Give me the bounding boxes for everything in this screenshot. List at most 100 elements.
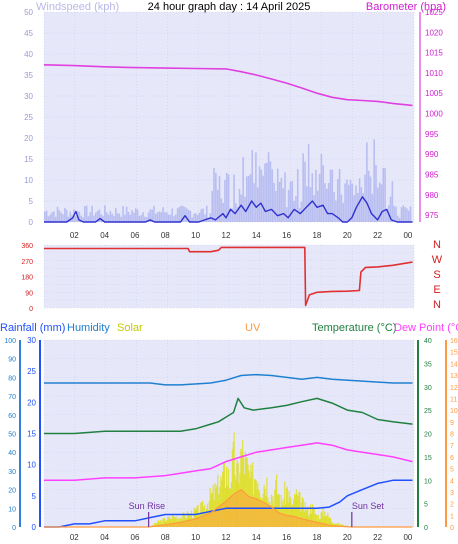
gust-bar [231, 208, 234, 222]
gust-bar [346, 179, 348, 222]
solar-bar [155, 523, 158, 527]
series-barometer [43, 64, 413, 107]
windspeed-tick-label: 20 [24, 134, 33, 143]
gust-bar [256, 187, 259, 222]
gust-bar [353, 195, 355, 222]
windspeed-tick-label: 40 [24, 50, 33, 59]
gust-bar [125, 206, 128, 222]
solar-bar [317, 514, 320, 527]
gust-bar [162, 207, 164, 222]
gust-bar [397, 215, 399, 222]
solar-bar [156, 522, 159, 527]
rain-tick-label: 5 [32, 492, 37, 501]
gust-bar [142, 212, 144, 222]
temperature-tick-label: 40 [424, 338, 432, 345]
gust-bar [366, 142, 368, 222]
uv-tick-label: 12 [450, 385, 458, 392]
gust-bar [133, 212, 135, 222]
humidity-tick-label: 90 [8, 357, 16, 364]
gust-bar [360, 187, 363, 222]
solar-bar [200, 502, 202, 527]
uv-tick-label: 7 [450, 443, 454, 450]
x-tick-label: 16 [282, 533, 291, 542]
solar-bar [309, 504, 312, 527]
gust-bar [327, 183, 330, 222]
gust-bar [286, 207, 288, 222]
compass-label: W [432, 254, 443, 266]
solar-bar [296, 494, 298, 527]
gust-bar [100, 214, 103, 222]
gust-bar [113, 215, 115, 222]
gust-bar [175, 214, 177, 222]
gust-bar [255, 152, 257, 222]
gust-bar [253, 183, 255, 222]
gust-bar [44, 211, 46, 222]
solar-bar [240, 448, 242, 527]
solar-bar [294, 495, 297, 527]
solar-bar [312, 506, 314, 527]
solar-bar [314, 513, 316, 527]
uv-tick-label: 8 [450, 432, 454, 439]
barometer-tick-label: 1020 [425, 28, 443, 37]
sun-rise-label: Sun Rise [129, 501, 166, 511]
gust-bar [151, 209, 153, 222]
gust-bar [62, 214, 64, 222]
solar-bar [337, 522, 339, 527]
gust-bar [236, 207, 239, 222]
gust-bar [369, 176, 372, 222]
solar-bar [216, 485, 218, 527]
solar-bar [329, 517, 332, 527]
gust-bar [391, 181, 394, 222]
gust-bar [47, 216, 50, 222]
gust-bar [49, 214, 52, 222]
x-tick-label: 22 [373, 533, 382, 542]
compass-label: N [433, 299, 441, 311]
barometer-tick-label: 1005 [425, 89, 443, 98]
gust-bar [98, 209, 101, 222]
gust-bar [182, 206, 184, 222]
gust-bar [105, 212, 108, 222]
solar-bar [276, 474, 278, 527]
solar-bar [168, 516, 171, 527]
rain-tick-label: 10 [27, 461, 36, 470]
solar-bar [307, 506, 309, 527]
gust-bar [94, 212, 97, 222]
x-tick-label: 04 [100, 231, 109, 240]
gust-bar [377, 187, 379, 222]
gust-bar [249, 174, 252, 222]
gust-bar [389, 196, 392, 222]
gust-bar [267, 152, 270, 222]
compass-label: E [433, 284, 440, 296]
plot-area [44, 245, 414, 308]
x-tick-label: 02 [70, 533, 79, 542]
solar-bar [277, 494, 280, 527]
gust-bar [326, 188, 328, 222]
gust-bar [195, 213, 197, 222]
gust-bar [220, 198, 223, 222]
windspeed-tick-label: 50 [24, 8, 33, 17]
gust-bar [315, 169, 317, 222]
gust-bar [344, 183, 346, 222]
solar-bar [222, 462, 225, 527]
direction-tick-label: 180 [21, 275, 33, 282]
windspeed-tick-label: 0 [29, 218, 34, 227]
gust-bar [54, 216, 57, 222]
x-tick-label: 14 [252, 231, 261, 240]
solar-bar [244, 451, 246, 527]
gust-bar [131, 210, 133, 222]
gust-bar [53, 211, 55, 222]
gust-bar [380, 184, 383, 222]
gust-bar [211, 190, 214, 222]
gust-bar [302, 153, 304, 222]
gust-bar [318, 173, 321, 222]
gust-bar [295, 196, 297, 222]
gust-bar [104, 205, 106, 222]
x-tick-label: 22 [373, 231, 382, 240]
gust-bar [304, 161, 306, 222]
rain-tick-label: 20 [27, 398, 36, 407]
solar-bar [306, 510, 308, 527]
solar-bar [209, 488, 211, 527]
gust-bar [116, 213, 119, 222]
solar-bar [278, 494, 280, 527]
solar-bar [202, 500, 204, 527]
